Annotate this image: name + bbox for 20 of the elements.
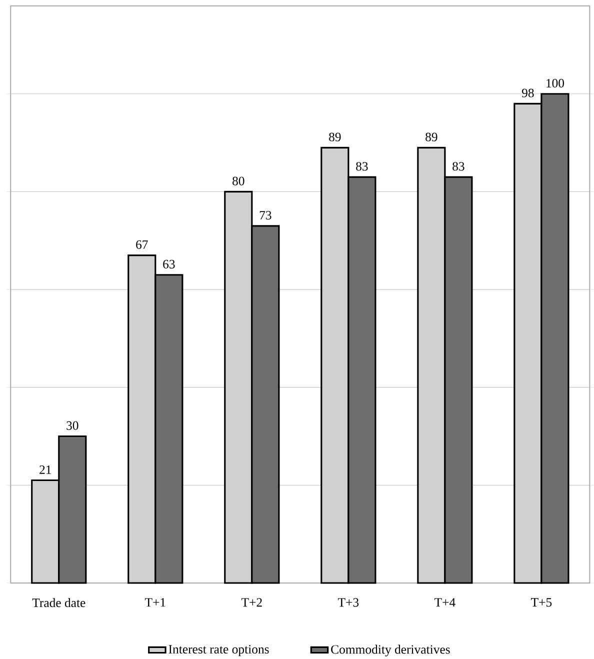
x-tick-label: T+2 [242,598,262,607]
data-label: 100 [546,78,564,88]
x-tick-label: Trade date [32,598,86,608]
data-label: 80 [232,176,244,186]
data-label: 30 [66,421,78,430]
data-label: 83 [452,162,464,171]
data-label: 83 [356,162,368,171]
data-label: 21 [40,465,52,474]
x-tick-label: T+1 [145,598,166,607]
x-tick-label: T+4 [434,598,456,607]
x-tick-label: T+5 [531,598,552,607]
x-tick-label: T+3 [338,598,359,607]
data-label: 67 [136,240,148,249]
legend-label: Commodity derivatives [331,644,450,656]
data-label: 73 [260,211,272,220]
data-label: 89 [329,132,341,142]
legend-label: Interest rate options [168,644,269,656]
data-label: 98 [522,88,534,98]
data-label: 89 [426,132,438,142]
data-label: 63 [163,260,175,268]
